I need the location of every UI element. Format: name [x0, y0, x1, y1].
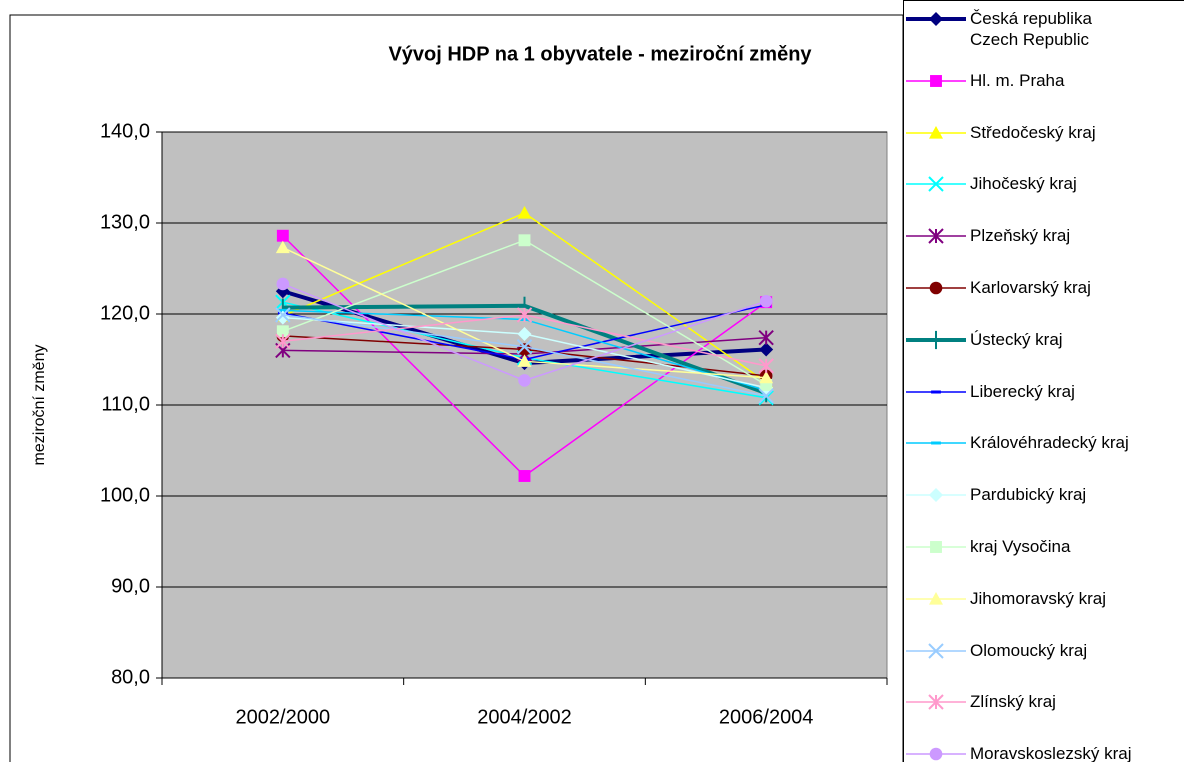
legend-label: Olomoucký kraj [970, 640, 1088, 660]
marker [760, 379, 773, 391]
x-tick-label: 2006/2004 [719, 706, 814, 728]
legend-symbol [906, 176, 966, 193]
marker [930, 541, 942, 553]
y-tick-label: 100,0 [100, 484, 150, 506]
marker [275, 310, 290, 325]
legend-label: Česká republika Czech Republic [970, 9, 1092, 49]
marker [929, 747, 943, 761]
marker [929, 125, 943, 139]
y-tick-label: 80,0 [111, 666, 150, 688]
marker [929, 488, 943, 503]
legend-entry: Olomoucký kraj [904, 640, 1087, 670]
marker [516, 339, 533, 355]
legend-symbol [906, 125, 966, 139]
marker [276, 229, 289, 242]
y-tick-label: 130,0 [100, 211, 150, 233]
legend-entry: Ústecký kraj [904, 329, 1063, 359]
y-tick-label: 140,0 [100, 120, 150, 142]
legend-symbol [906, 694, 966, 711]
legend-symbol [906, 488, 966, 503]
legend-entry: Královéhradecký kraj [904, 432, 1129, 462]
chart-title: Vývoj HDP na 1 obyvatele - meziroční změ… [388, 43, 812, 65]
legend-entry: Česká republika Czech Republic [904, 8, 1092, 49]
marker [929, 591, 943, 605]
y-tick-label: 90,0 [111, 575, 150, 597]
legend-symbol [906, 74, 966, 87]
marker [275, 240, 290, 254]
marker [758, 329, 774, 346]
legend-label: Pardubický kraj [970, 485, 1087, 505]
legend-label: Plzeňský kraj [970, 226, 1071, 246]
marker [759, 342, 774, 357]
y-axis-label: meziroční změny [31, 345, 48, 466]
legend-symbol [906, 228, 966, 244]
legend-symbol [906, 12, 966, 26]
legend-label: Moravskoslezský kraj [970, 744, 1132, 762]
marker [928, 176, 944, 193]
legend-entry: Pardubický kraj [904, 484, 1086, 514]
legend-label: Ústecký kraj [970, 329, 1063, 349]
legend-symbol [906, 390, 966, 394]
marker [758, 388, 774, 404]
legend-symbol [906, 330, 966, 349]
legend-symbol [906, 281, 966, 295]
legend-entry: Karlovarský kraj [904, 277, 1091, 307]
x-tick-label: 2002/2000 [236, 706, 331, 728]
legend: Česká republika Czech Republic Hl. m. Pra… [903, 0, 1184, 762]
marker [518, 234, 531, 247]
marker [276, 277, 290, 291]
legend-symbol [906, 541, 966, 553]
legend-label: Liberecký kraj [970, 381, 1075, 401]
legend-label: Královéhradecký kraj [970, 433, 1129, 453]
legend-label: Jihomoravský kraj [970, 588, 1107, 608]
marker [275, 307, 291, 323]
marker [516, 307, 533, 323]
marker [928, 228, 944, 244]
marker [928, 642, 944, 659]
legend-entry: Jihočeský kraj [904, 173, 1077, 203]
marker [517, 354, 532, 367]
legend-label: Hl. m. Praha [970, 70, 1065, 90]
legend-entry: Jihomoravský kraj [904, 588, 1106, 618]
legend-entry: Zlínský kraj [904, 691, 1056, 721]
marker [518, 343, 531, 356]
marker [929, 281, 943, 295]
legend-symbol [906, 747, 966, 761]
marker [759, 294, 773, 308]
legend-entry: kraj Vysočina [904, 536, 1070, 566]
marker [928, 694, 944, 711]
chart: Vývoj HDP na 1 obyvatele - meziroční změ… [9, 14, 903, 762]
legend-entry: Liberecký kraj [904, 381, 1075, 411]
legend-symbol [906, 642, 966, 659]
legend-entry: Plzeňský kraj [904, 225, 1070, 255]
legend-label: Středočeský kraj [970, 122, 1096, 142]
marker [518, 374, 531, 387]
legend-symbol [906, 441, 966, 445]
x-tick-label: 2004/2002 [477, 706, 572, 728]
y-tick-label: 120,0 [100, 302, 150, 324]
legend-entry: Hl. m. Praha [904, 70, 1064, 100]
marker [517, 205, 532, 219]
legend-entry: Moravskoslezský kraj [904, 743, 1132, 762]
marker [930, 74, 942, 87]
marker [517, 327, 532, 342]
marker [276, 325, 289, 338]
legend-label: Jihočeský kraj [970, 174, 1077, 194]
legend-label: Karlovarský kraj [970, 278, 1091, 297]
legend-label: Zlínský kraj [970, 692, 1056, 712]
legend-entry: Středočeský kraj [904, 122, 1096, 152]
marker [758, 358, 774, 374]
marker [275, 333, 291, 350]
legend-symbol [906, 591, 966, 605]
y-tick-label: 110,0 [101, 393, 150, 415]
marker [518, 470, 531, 482]
marker [929, 12, 943, 26]
marker [759, 370, 774, 384]
legend-label: kraj Vysočina [970, 537, 1071, 556]
